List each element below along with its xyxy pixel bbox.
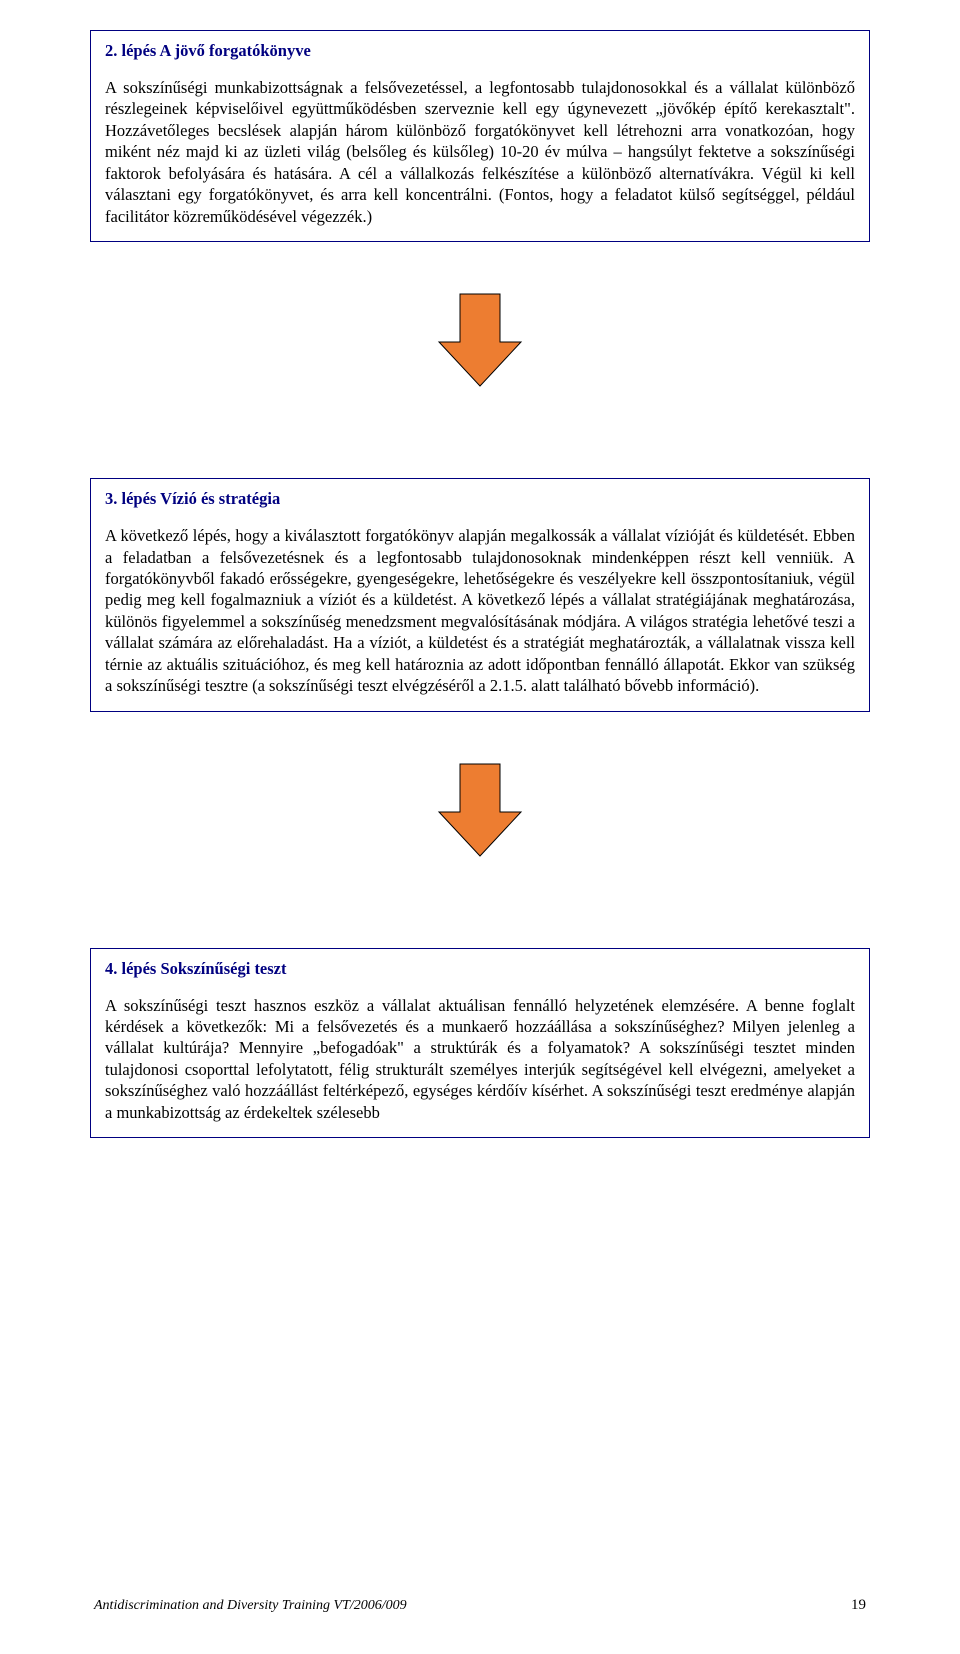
step-3-body: A következő lépés, hogy a kiválasztott f… [105, 525, 855, 697]
page-number: 19 [851, 1597, 866, 1614]
step-4-box: 4. lépés Sokszínűségi teszt A sokszínűsé… [90, 948, 870, 1139]
arrow-path [439, 294, 521, 386]
page-footer: Antidiscrimination and Diversity Trainin… [90, 1597, 870, 1614]
arrow-2-container [90, 762, 870, 858]
arrow-1-container [90, 292, 870, 388]
arrow-path [439, 764, 521, 856]
step-2-body: A sokszínűségi munkabizottságnak a felső… [105, 77, 855, 227]
footer-left-text: Antidiscrimination and Diversity Trainin… [94, 1598, 407, 1614]
down-arrow-icon [437, 762, 523, 858]
step-2-title: 2. lépés A jövő forgatókönyve [105, 41, 855, 61]
page-container: 2. lépés A jövő forgatókönyve A sokszínű… [90, 30, 870, 1624]
step-3-title: 3. lépés Vízió és stratégia [105, 489, 855, 509]
down-arrow-icon [437, 292, 523, 388]
step-4-body: A sokszínűségi teszt hasznos eszköz a vá… [105, 995, 855, 1124]
step-3-box: 3. lépés Vízió és stratégia A következő … [90, 478, 870, 712]
step-2-box: 2. lépés A jövő forgatókönyve A sokszínű… [90, 30, 870, 242]
step-4-title: 4. lépés Sokszínűségi teszt [105, 959, 855, 979]
